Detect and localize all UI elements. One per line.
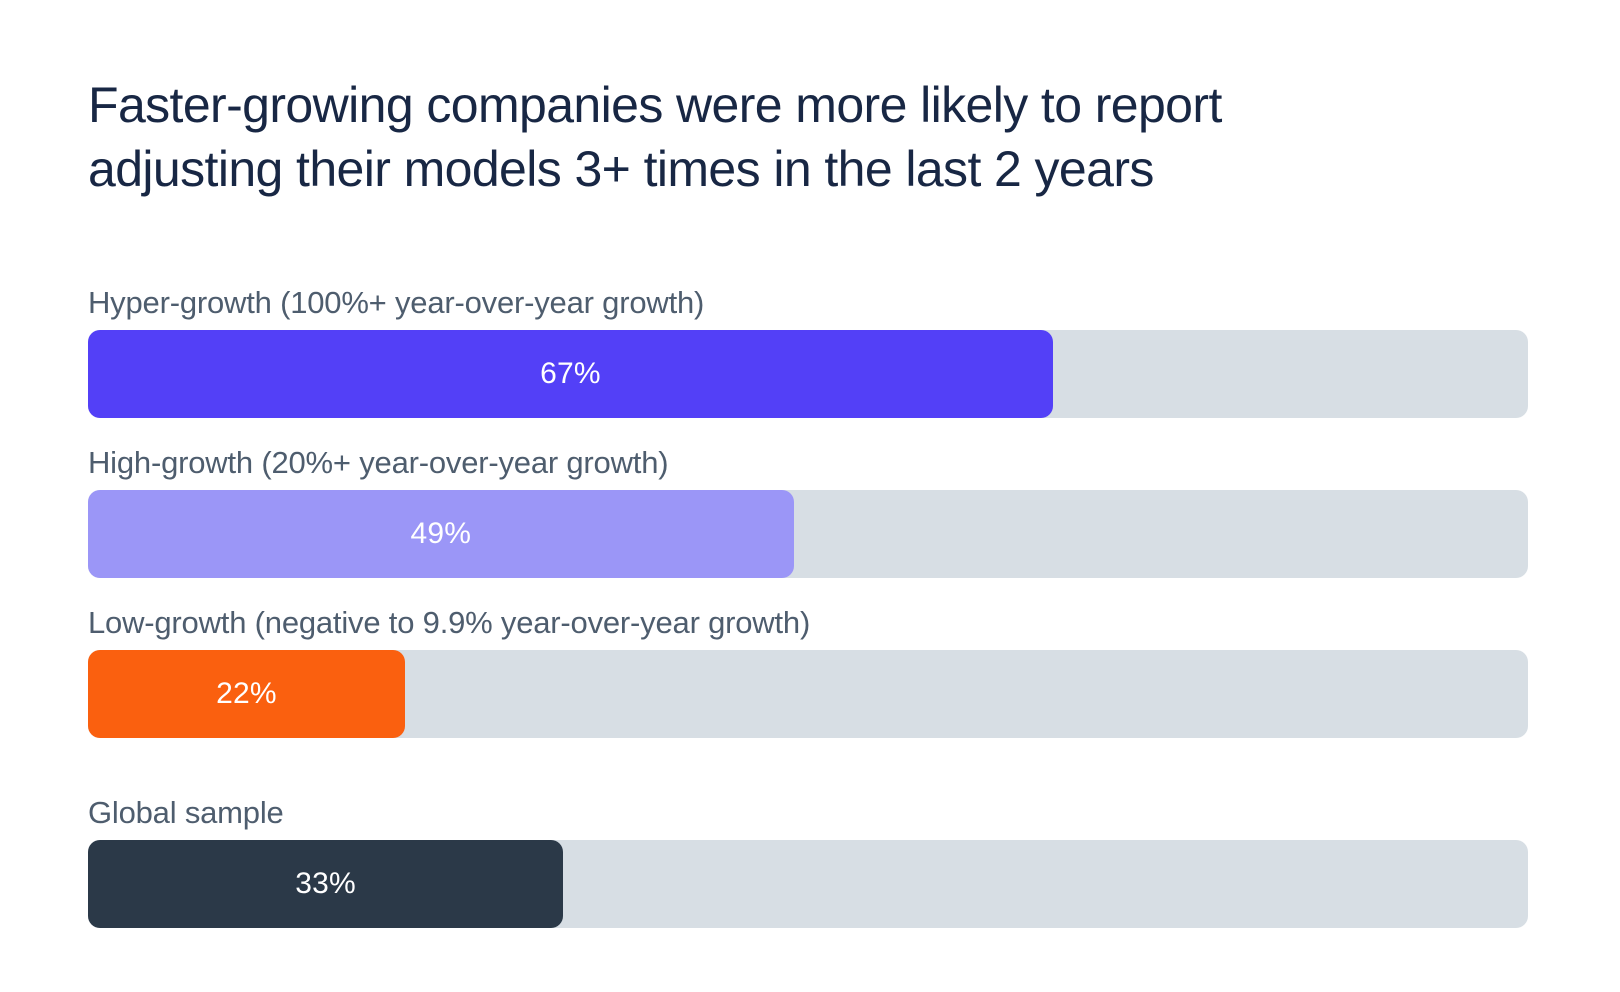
bar-track: 67% (88, 330, 1528, 418)
bar-value-label: 22% (216, 677, 277, 710)
bar-row-hyper-growth: Hyper-growth (100%+ year-over-year growt… (88, 284, 1528, 418)
chart-card: Faster-growing companies were more likel… (88, 73, 1528, 928)
bar-category-label: High-growth (20%+ year-over-year growth) (88, 445, 669, 480)
bar-track: 22% (88, 650, 1528, 738)
bar-fill: 33% (88, 840, 564, 928)
bar-category-label: Low-growth (negative to 9.9% year-over-y… (88, 605, 811, 640)
bar-category-label: Hyper-growth (100%+ year-over-year growt… (88, 285, 705, 320)
bar-fill: 49% (88, 490, 794, 578)
chart-title: Faster-growing companies were more likel… (88, 73, 1528, 201)
bar-row-global-sample: Global sample 33% (88, 794, 1528, 928)
bar-value-label: 33% (295, 867, 356, 900)
chart-title-line-1: Faster-growing companies were more likel… (88, 77, 1222, 133)
bar-value-label: 67% (540, 357, 601, 390)
bar-row-high-growth: High-growth (20%+ year-over-year growth)… (88, 444, 1528, 578)
chart-title-line-2: adjusting their models 3+ times in the l… (88, 141, 1154, 197)
bar-fill: 22% (88, 650, 405, 738)
bar-track: 33% (88, 840, 1528, 928)
bar-fill: 67% (88, 330, 1053, 418)
bar-chart: Hyper-growth (100%+ year-over-year growt… (88, 284, 1528, 928)
bar-value-label: 49% (410, 517, 472, 550)
bar-track: 49% (88, 490, 1528, 578)
bar-row-low-growth: Low-growth (negative to 9.9% year-over-y… (88, 604, 1528, 738)
bar-category-label: Global sample (88, 795, 284, 830)
